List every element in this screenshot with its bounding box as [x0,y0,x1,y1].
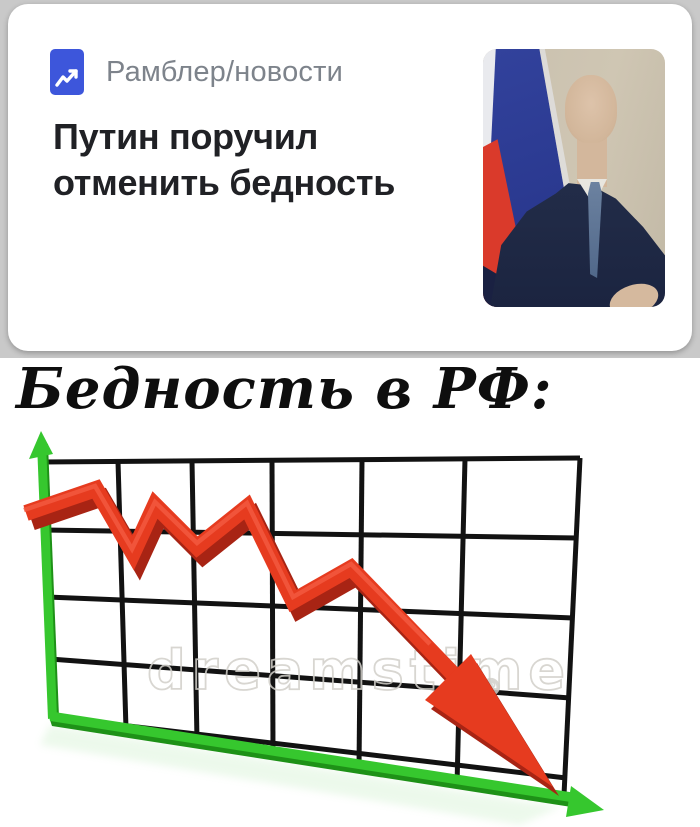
news-headline: Путин поручил отменить бедность [53,116,396,203]
putin-head [565,75,617,143]
y-axis-arrow-icon [29,431,53,459]
declining-arrow [23,479,559,796]
watermark: dreamstime ® [146,638,571,703]
chart-grid [40,455,583,796]
putin-neck [577,135,607,187]
meme-caption: Бедность в РФ: [16,356,553,422]
x-axis [48,711,604,817]
news-card[interactable]: Рамблер/новости Путин поручил отменить б… [8,4,692,351]
axis-reflection [40,725,560,825]
poverty-chart: dreamstime ® [23,431,604,825]
y-axis [29,431,59,719]
rambler-logo [50,49,84,95]
putin-photo [483,49,665,307]
line-chart-icon [55,69,78,87]
news-source-row: Рамблер/новости [50,48,343,96]
x-axis-arrow-icon [566,786,604,817]
news-source-label: Рамблер/новости [106,55,343,88]
watermark-text: dreamstime [147,639,571,702]
